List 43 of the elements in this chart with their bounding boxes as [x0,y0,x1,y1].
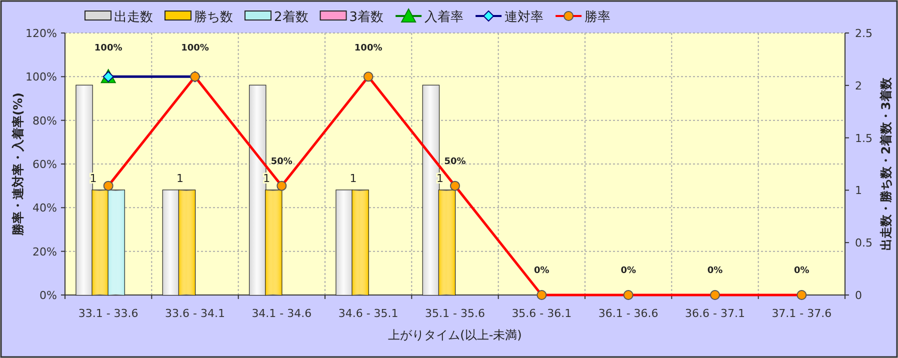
annotation: 100% [354,44,382,54]
annotation: 0% [707,266,723,276]
y2-tick-label: 1.5 [855,132,872,145]
annotation: 50% [444,156,466,167]
x-tick-label: 34.6 - 35.1 [338,307,398,320]
y-tick-label: 100% [26,70,57,84]
annotation: 0% [620,266,636,276]
y-tick-label: 20% [32,245,57,258]
y2-tick-label: 2.5 [855,27,872,40]
y-tick-label: 0% [40,289,57,302]
x-axis-title: 上がりタイム(以上-未満) [388,328,522,342]
annotation: 100% [94,44,122,54]
legend-label: 出走数 [114,10,153,25]
x-tick-label: 34.1 - 34.6 [252,307,312,320]
legend-label: 連対率 [504,9,544,25]
y-tick-label: 60% [32,158,57,171]
legend-label: 3着数 [349,9,384,25]
data-label: 1 [350,172,357,186]
y-tick-label: 120% [26,27,57,40]
x-tick-label: 36.6 - 37.1 [685,307,745,320]
annotation: 100% [181,44,209,54]
y-tick-label: 40% [32,202,57,215]
y2-axis-title: 出走数・勝ち数・2着数・3着数 [879,76,893,250]
legend-label: 入着率 [424,9,464,25]
legend-label: 2着数 [274,9,308,25]
y-tick-label: 80% [32,114,57,128]
annotation: 50% [270,156,292,167]
legend-label: 勝率 [584,9,611,25]
x-tick-label: 35.6 - 36.1 [512,307,572,320]
y2-tick-label: 2 [855,79,862,92]
y-axis-title: 勝率・連対率・入着率(%) [11,92,25,236]
y2-tick-label: 0.5 [855,236,872,250]
y2-tick-label: 1 [855,184,862,198]
x-tick-label: 35.1 - 35.6 [425,307,485,320]
x-tick-label: 37.1 - 37.6 [772,307,832,320]
legend-label: 勝ち数 [194,10,233,25]
x-tick-label: 36.1 - 36.6 [598,307,658,320]
x-tick-label: 33.1 - 33.6 [78,307,138,320]
x-tick-label: 33.6 - 34.1 [165,307,225,320]
annotation: 0% [534,266,550,276]
y2-tick-label: 0 [855,289,862,302]
annotation: 0% [794,266,810,276]
data-label: 1 [176,172,184,186]
